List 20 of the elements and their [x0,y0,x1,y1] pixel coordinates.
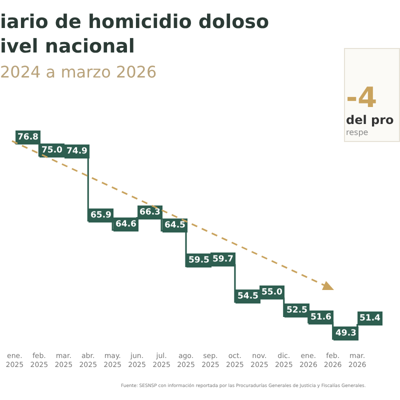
data-label: 64.5 [164,220,186,230]
data-label: 59.7 [212,254,234,264]
text: del pro [346,113,394,127]
data-label: 75.0 [42,146,63,156]
chart-subtitle: 2024 a marzo 2026 [0,62,157,82]
data-label: 65.9 [90,210,112,220]
data-label: 76.8 [18,132,39,142]
data-label: 74.9 [66,146,88,156]
data-label: 66.3 [140,208,161,218]
text: respe [346,128,368,137]
text: -4 [346,81,378,114]
data-label: 49.3 [336,328,357,338]
data-label: 54.5 [238,292,259,302]
data-label: 55.0 [262,288,283,298]
data-label: 52.5 [286,306,308,316]
data-label: 64.6 [116,220,137,230]
data-label: 51.4 [360,314,381,324]
chart-title: iario de homicidio doloso ivel nacional [0,11,270,58]
data-label: 59.5 [188,256,210,266]
data-label: 51.6 [310,312,332,322]
